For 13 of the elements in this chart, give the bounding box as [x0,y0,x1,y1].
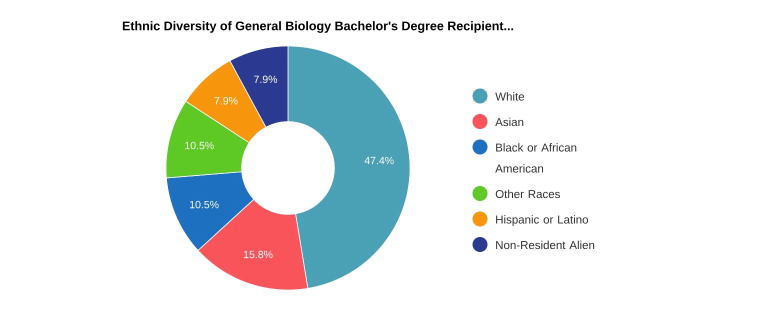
legend-label: Black or African American [495,143,576,173]
legend-label: Hispanic or Latino [496,215,588,226]
data-label: 10.5% [190,200,219,208]
legend-label: Other Races [496,190,560,198]
chart-title: Ethnic Diversity of General Biology Bachelor's Degree Recipient... [122,21,514,33]
legend-label: White [495,92,524,101]
data-label: 15.8% [244,250,273,258]
legend-label: Asian [495,118,524,126]
data-label: 7.9% [254,76,278,84]
legend-label: Non-Resident Alien [496,240,594,250]
data-label: 7.9% [214,97,238,104]
data-label: 10.5% [185,142,214,150]
data-label: 47.4% [364,156,394,164]
